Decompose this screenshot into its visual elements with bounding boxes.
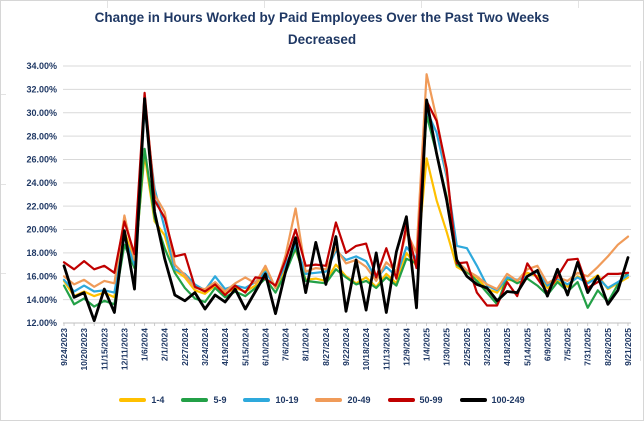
x-tick-label: 4/19/2024 [220, 328, 230, 366]
x-tick-label: 11/13/2024 [381, 328, 391, 370]
x-tick-label: 12/11/2023 [119, 328, 129, 370]
x-tick-label: 11/15/2023 [99, 328, 109, 370]
x-tick-label: 12/9/2024 [401, 328, 411, 366]
sheet-gridline [1, 94, 6, 95]
x-tick-label: 8/1/2024 [301, 328, 311, 361]
sheet-gridline [421, 1, 422, 8]
legend-item-10-19[interactable]: 10-19 [243, 395, 298, 405]
legend-item-1-4[interactable]: 1-4 [119, 395, 164, 405]
x-tick-label: 5/14/2025 [522, 328, 532, 366]
x-tick-label: 6/10/2024 [260, 328, 270, 366]
y-tick-label: 16.00% [26, 271, 57, 281]
series-line-20-49 [62, 73, 630, 293]
x-tick-label: 8/27/2024 [321, 328, 331, 366]
y-tick-label: 30.00% [26, 108, 57, 118]
series-line-100-249 [62, 97, 630, 323]
sheet-gridline [1, 273, 6, 274]
legend-swatch-1-4 [119, 398, 147, 402]
x-tick-label: 6/9/2025 [542, 328, 552, 361]
x-tick-label: 3/23/2025 [482, 328, 492, 366]
legend-item-5-9[interactable]: 5-9 [181, 395, 226, 405]
y-tick-label: 20.00% [26, 225, 57, 235]
legend-label: 100-249 [491, 395, 525, 405]
sheet-gridline [1, 184, 6, 185]
legend-label: 10-19 [275, 395, 299, 405]
y-tick-label: 32.00% [26, 85, 57, 95]
x-tick-label: 7/6/2024 [281, 328, 291, 361]
y-tick-label: 14.00% [26, 295, 57, 305]
series-line-50-99 [62, 91, 630, 307]
x-tick-label: 1/30/2025 [442, 328, 452, 366]
x-tick-label: 9/21/2025 [623, 328, 633, 366]
legend-label: 5-9 [213, 395, 227, 405]
x-tick-label: 7/31/2025 [583, 328, 593, 366]
legend-swatch-20-49 [315, 398, 343, 402]
y-tick-label: 12.00% [26, 318, 57, 328]
y-tick-label: 26.00% [26, 155, 57, 165]
chart-title-line1: Change in Hours Worked by Paid Employees… [94, 10, 550, 25]
x-tick-label: 10/20/2023 [79, 328, 89, 371]
x-tick-label: 1/6/2024 [140, 328, 150, 361]
x-tick-label: 7/5/2025 [563, 328, 573, 361]
x-tick-label: 4/18/2025 [502, 328, 512, 366]
y-tick-label: 28.00% [26, 131, 57, 141]
legend-label: 1-4 [151, 395, 165, 405]
sheet-gridline [578, 1, 579, 8]
y-tick-label: 34.00% [26, 61, 57, 71]
y-tick-label: 24.00% [26, 178, 57, 188]
x-tick-label: 9/24/2023 [59, 328, 69, 366]
legend-swatch-5-9 [181, 398, 209, 402]
chart-title-line2: Decreased [287, 32, 357, 47]
x-tick-label: 9/22/2024 [341, 328, 351, 366]
chart-title: Change in Hours Worked by Paid Employees… [1, 7, 643, 51]
legend-label: 50-99 [419, 395, 443, 405]
chart-legend: 1-4 5-9 10-19 20-49 50-99 100-249 [1, 395, 643, 405]
y-tick-label: 18.00% [26, 248, 57, 258]
x-tick-label: 3/24/2024 [200, 328, 210, 366]
sheet-gridline [640, 61, 641, 361]
x-tick-label: 2/25/2025 [462, 328, 472, 366]
y-tick-label: 22.00% [26, 201, 57, 211]
legend-swatch-100-249 [459, 398, 487, 402]
legend-swatch-10-19 [243, 398, 271, 402]
sheet-gridline [264, 1, 265, 8]
legend-item-100-249[interactable]: 100-249 [459, 395, 525, 405]
sheet-gridline [107, 1, 108, 8]
x-tick-label: 2/1/2024 [160, 328, 170, 361]
legend-label: 20-49 [347, 395, 371, 405]
x-tick-label: 5/15/2024 [240, 328, 250, 366]
x-tick-label: 1/4/2025 [422, 328, 432, 361]
x-tick-label: 10/18/2024 [361, 328, 371, 371]
x-tick-label: 2/27/2024 [180, 328, 190, 366]
x-tick-label: 8/26/2025 [603, 328, 613, 366]
legend-item-20-49[interactable]: 20-49 [315, 395, 371, 405]
legend-swatch-50-99 [387, 398, 415, 402]
legend-item-50-99[interactable]: 50-99 [387, 395, 443, 405]
